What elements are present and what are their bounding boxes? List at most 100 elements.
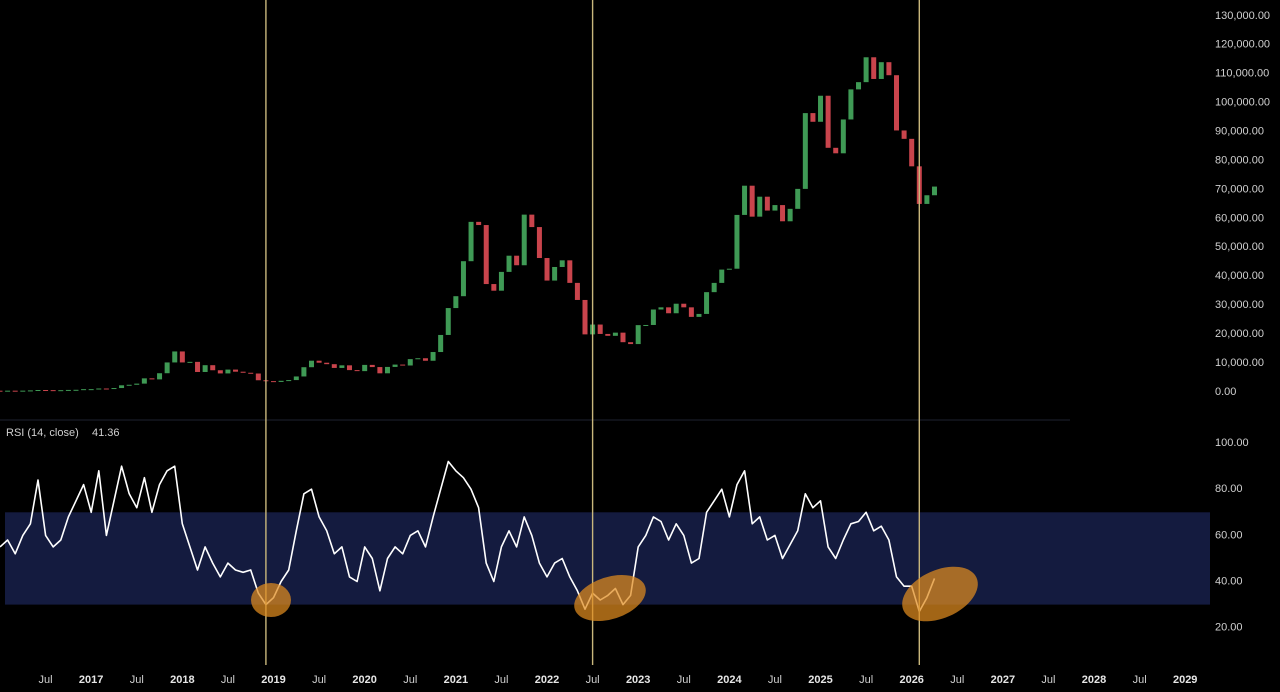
candle <box>377 367 383 374</box>
candle <box>217 370 223 374</box>
candle <box>597 324 603 334</box>
candle <box>195 361 201 372</box>
price-tick-label: 60,000.00 <box>1215 212 1264 224</box>
candle <box>878 62 884 79</box>
candle <box>931 186 937 196</box>
x-tick-label: 2022 <box>535 674 559 686</box>
candle <box>126 384 132 386</box>
candle <box>316 360 322 363</box>
candle <box>438 334 444 353</box>
candle <box>0 390 3 392</box>
candle <box>582 299 588 335</box>
price-tick-label: 130,000.00 <box>1215 10 1270 22</box>
x-tick-label: 2018 <box>170 674 194 686</box>
candle <box>612 332 618 336</box>
rsi-tick-label: 100.00 <box>1215 437 1249 449</box>
candle <box>468 221 474 262</box>
candle <box>536 227 542 259</box>
candle <box>278 380 284 382</box>
candle <box>552 266 558 281</box>
candle <box>704 292 710 314</box>
candle <box>58 390 64 392</box>
candle <box>658 307 664 310</box>
candle <box>453 296 459 309</box>
candle <box>202 365 208 372</box>
price-tick-label: 100,000.00 <box>1215 97 1270 109</box>
candle <box>863 57 869 83</box>
candle <box>286 380 292 382</box>
candle <box>749 185 755 217</box>
candle <box>871 57 877 79</box>
candle <box>384 366 390 374</box>
candle <box>521 214 527 266</box>
candle <box>909 138 915 167</box>
candle <box>628 342 634 345</box>
price-tick-label: 10,000.00 <box>1215 357 1264 369</box>
candle <box>35 389 41 391</box>
candle <box>483 225 489 285</box>
candle <box>65 389 71 391</box>
candle <box>187 361 193 363</box>
price-tick-label: 30,000.00 <box>1215 299 1264 311</box>
candle <box>886 62 892 76</box>
candle <box>757 196 763 217</box>
candle <box>924 195 930 204</box>
x-tick-label: Jul <box>39 674 53 686</box>
candle <box>103 388 109 390</box>
candle <box>407 359 413 366</box>
candle <box>415 358 421 360</box>
indicator-last-value: 41.36 <box>92 427 120 439</box>
x-tick-label: Jul <box>494 674 508 686</box>
candle <box>574 282 580 300</box>
x-tick-label: Jul <box>221 674 235 686</box>
candle <box>764 196 770 211</box>
indicator-title: RSI (14, close) <box>6 427 79 439</box>
price-tick-label: 80,000.00 <box>1215 154 1264 166</box>
candle <box>301 367 307 377</box>
candle <box>605 333 611 336</box>
candle <box>529 214 535 228</box>
candle <box>331 364 337 368</box>
candle <box>514 255 520 266</box>
candle <box>339 365 345 368</box>
x-tick-label: 2029 <box>1173 674 1197 686</box>
price-tick-label: 0.00 <box>1215 386 1236 398</box>
candle <box>673 303 679 314</box>
candle <box>50 390 56 392</box>
candle <box>141 378 147 384</box>
x-tick-label: 2027 <box>991 674 1015 686</box>
rsi-line <box>0 460 936 613</box>
candle <box>795 188 801 209</box>
candle <box>248 372 254 374</box>
price-tick-label: 50,000.00 <box>1215 241 1264 253</box>
candle <box>430 352 436 361</box>
candle <box>666 307 672 314</box>
price-tick-label: 120,000.00 <box>1215 39 1270 51</box>
x-tick-label: Jul <box>677 674 691 686</box>
candle <box>506 255 512 272</box>
candle <box>293 376 299 381</box>
candle <box>362 364 368 372</box>
x-tick-label: Jul <box>403 674 417 686</box>
candle <box>681 303 687 308</box>
candle <box>498 271 504 291</box>
candle <box>818 95 824 122</box>
candle <box>225 369 231 374</box>
candle <box>742 185 748 215</box>
candle <box>802 113 808 189</box>
candle <box>567 260 573 283</box>
candle <box>88 389 94 391</box>
candle <box>780 205 786 222</box>
candle <box>354 370 360 372</box>
candle <box>491 284 497 291</box>
candle <box>422 358 428 361</box>
candle <box>635 325 641 345</box>
price-tick-label: 70,000.00 <box>1215 183 1264 195</box>
candle <box>164 362 170 374</box>
candle <box>840 119 846 154</box>
candle <box>96 388 102 390</box>
candle <box>460 261 466 297</box>
price-tick-label: 40,000.00 <box>1215 270 1264 282</box>
